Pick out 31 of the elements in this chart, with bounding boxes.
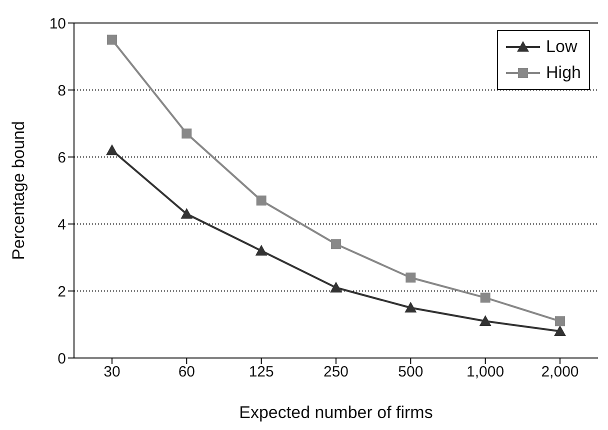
point	[330, 282, 342, 292]
point	[479, 315, 492, 326]
point	[480, 292, 490, 303]
point	[255, 244, 268, 256]
x-tick-label: 2,000	[541, 364, 579, 381]
point	[404, 302, 417, 313]
y-axis-title: Percentage bound	[9, 121, 28, 260]
y-tick-label: 8	[58, 82, 66, 100]
y-tick-label: 4	[58, 216, 66, 234]
point	[180, 208, 193, 219]
x-tick-label: 1,000	[466, 364, 504, 381]
point	[107, 34, 117, 45]
x-axis-title: Expected number of firms	[239, 403, 433, 422]
point	[555, 316, 565, 326]
point	[554, 325, 566, 336]
point	[331, 239, 341, 250]
y-tick-label: 6	[58, 149, 66, 166]
y-tick-label: 0	[58, 350, 66, 368]
legend-label: High	[546, 63, 581, 83]
x-tick-label: 60	[178, 364, 196, 381]
point	[406, 272, 416, 283]
point	[106, 144, 118, 156]
point	[256, 196, 266, 206]
x-tick-label: 125	[248, 364, 274, 381]
legend-label: Low	[546, 37, 578, 57]
x-tick-label: 30	[104, 364, 120, 381]
x-tick-label: 500	[398, 364, 424, 381]
y-tick-label: 10	[49, 15, 66, 32]
y-tick-label: 2	[58, 283, 66, 300]
point	[182, 128, 192, 139]
x-tick-label: 250	[323, 364, 349, 381]
